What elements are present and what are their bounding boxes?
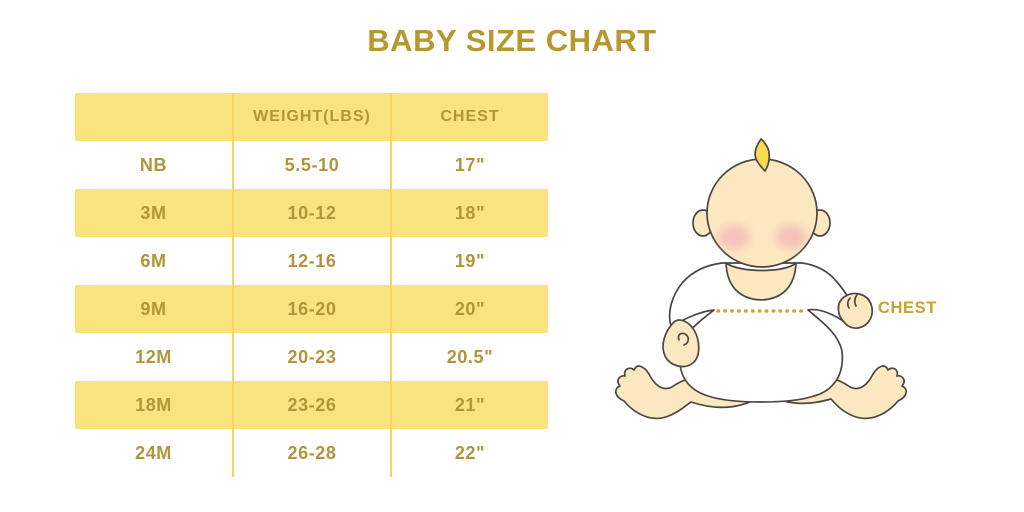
table-row: 6M 12-16 19" bbox=[75, 237, 548, 285]
baby-illustration-svg bbox=[614, 138, 908, 420]
baby-left-cheek bbox=[718, 225, 750, 249]
chest-measurement-label: CHEST bbox=[878, 299, 937, 317]
chest-cell: 20" bbox=[390, 285, 548, 333]
baby-right-cheek bbox=[775, 225, 807, 249]
chest-cell: 19" bbox=[390, 237, 548, 285]
baby-right-knuckle bbox=[846, 294, 858, 309]
table-row: 3M 10-12 18" bbox=[75, 189, 548, 237]
size-cell: NB bbox=[139, 154, 168, 175]
size-cell: 3M bbox=[140, 202, 167, 223]
chest-cell: 18" bbox=[390, 189, 548, 237]
chest-cell: 17" bbox=[390, 141, 548, 189]
page-title: BABY SIZE CHART bbox=[367, 23, 657, 58]
header-size bbox=[75, 93, 232, 141]
size-cell: 12M bbox=[135, 346, 172, 367]
table-row: 9M 16-20 20" bbox=[75, 285, 548, 333]
table-header-row: WEIGHT(LBS) CHEST bbox=[75, 93, 548, 141]
size-cell: 9M bbox=[140, 298, 167, 319]
table-row: NB 5.5-10 17" bbox=[75, 141, 548, 189]
baby-right-arm bbox=[837, 292, 874, 330]
header-chest: CHEST bbox=[390, 93, 548, 141]
weight-cell: 20-23 bbox=[232, 333, 390, 381]
weight-cell: 5.5-10 bbox=[232, 141, 390, 189]
baby-head bbox=[706, 158, 818, 268]
chest-cell: 22" bbox=[390, 429, 548, 477]
table-row: 18M 23-26 21" bbox=[75, 381, 548, 429]
weight-cell: 23-26 bbox=[232, 381, 390, 429]
baby-left-hand-curl bbox=[677, 332, 690, 346]
weight-cell: 16-20 bbox=[232, 285, 390, 333]
size-cell: 18M bbox=[135, 394, 172, 415]
header-weight: WEIGHT(LBS) bbox=[232, 93, 390, 141]
baby-neck bbox=[725, 262, 797, 301]
size-cell: 24M bbox=[135, 442, 172, 463]
chest-cell: 21" bbox=[390, 381, 548, 429]
baby-left-arm bbox=[662, 319, 700, 368]
baby-hair-curl bbox=[754, 138, 771, 172]
weight-cell: 10-12 bbox=[232, 189, 390, 237]
size-table: WEIGHT(LBS) CHEST NB 5.5-10 17" 3M 10-12… bbox=[75, 93, 548, 477]
table-row: 12M 20-23 20.5" bbox=[75, 333, 548, 381]
weight-cell: 12-16 bbox=[232, 237, 390, 285]
baby-illustration bbox=[610, 125, 912, 455]
weight-cell: 26-28 bbox=[232, 429, 390, 477]
size-cell: 6M bbox=[140, 250, 167, 271]
chest-cell: 20.5" bbox=[390, 333, 548, 381]
table-row: 24M 26-28 22" bbox=[75, 429, 548, 477]
